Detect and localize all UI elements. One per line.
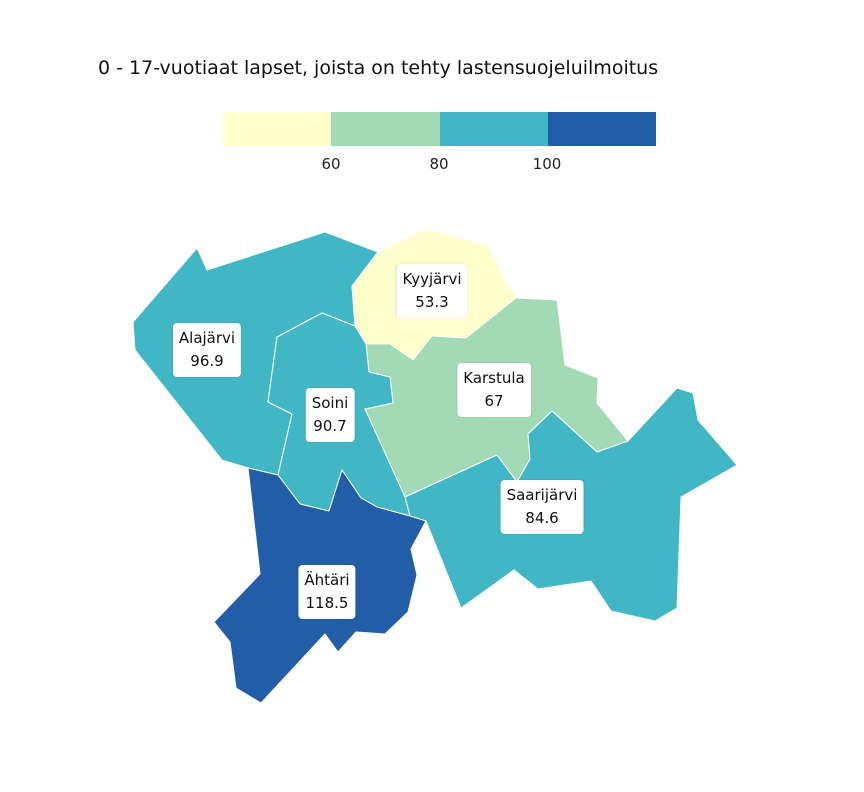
region-label-ahtari: Ähtäri 118.5	[298, 565, 356, 619]
region-name: Ähtäri	[304, 571, 350, 589]
legend-swatch	[331, 112, 440, 146]
region-label-saarijarvi: Saarijärvi 84.6	[500, 480, 584, 534]
legend-tick-label: 80	[429, 155, 449, 173]
region-value: 84.6	[525, 509, 559, 527]
region-name: Saarijärvi	[506, 486, 578, 504]
legend-tick-label: 60	[321, 155, 341, 173]
region-name: Alajärvi	[178, 329, 236, 347]
region-value: 53.3	[415, 293, 449, 311]
map-title: 0 - 17-vuotiaat lapset, joista on tehty …	[98, 57, 659, 79]
region-value: 96.9	[190, 352, 224, 370]
region-value: 90.7	[313, 417, 347, 435]
region-label-soini: Soini 90.7	[305, 388, 355, 442]
region-label-kyyjarvi: Kyyjärvi 53.3	[396, 264, 468, 318]
legend-swatch	[223, 112, 332, 146]
region-value: 67	[484, 392, 504, 410]
color-legend	[223, 112, 656, 146]
region-name: Kyyjärvi	[402, 270, 462, 288]
region-name: Karstula	[463, 369, 525, 387]
region-label-alajarvi: Alajärvi 96.9	[172, 323, 242, 377]
legend-swatch	[547, 112, 656, 146]
region-label-karstula: Karstula 67	[457, 363, 531, 417]
legend-tick-label: 100	[532, 155, 562, 173]
region-value: 118.5	[305, 594, 349, 612]
region-name: Soini	[311, 394, 349, 412]
legend-swatch	[439, 112, 548, 146]
